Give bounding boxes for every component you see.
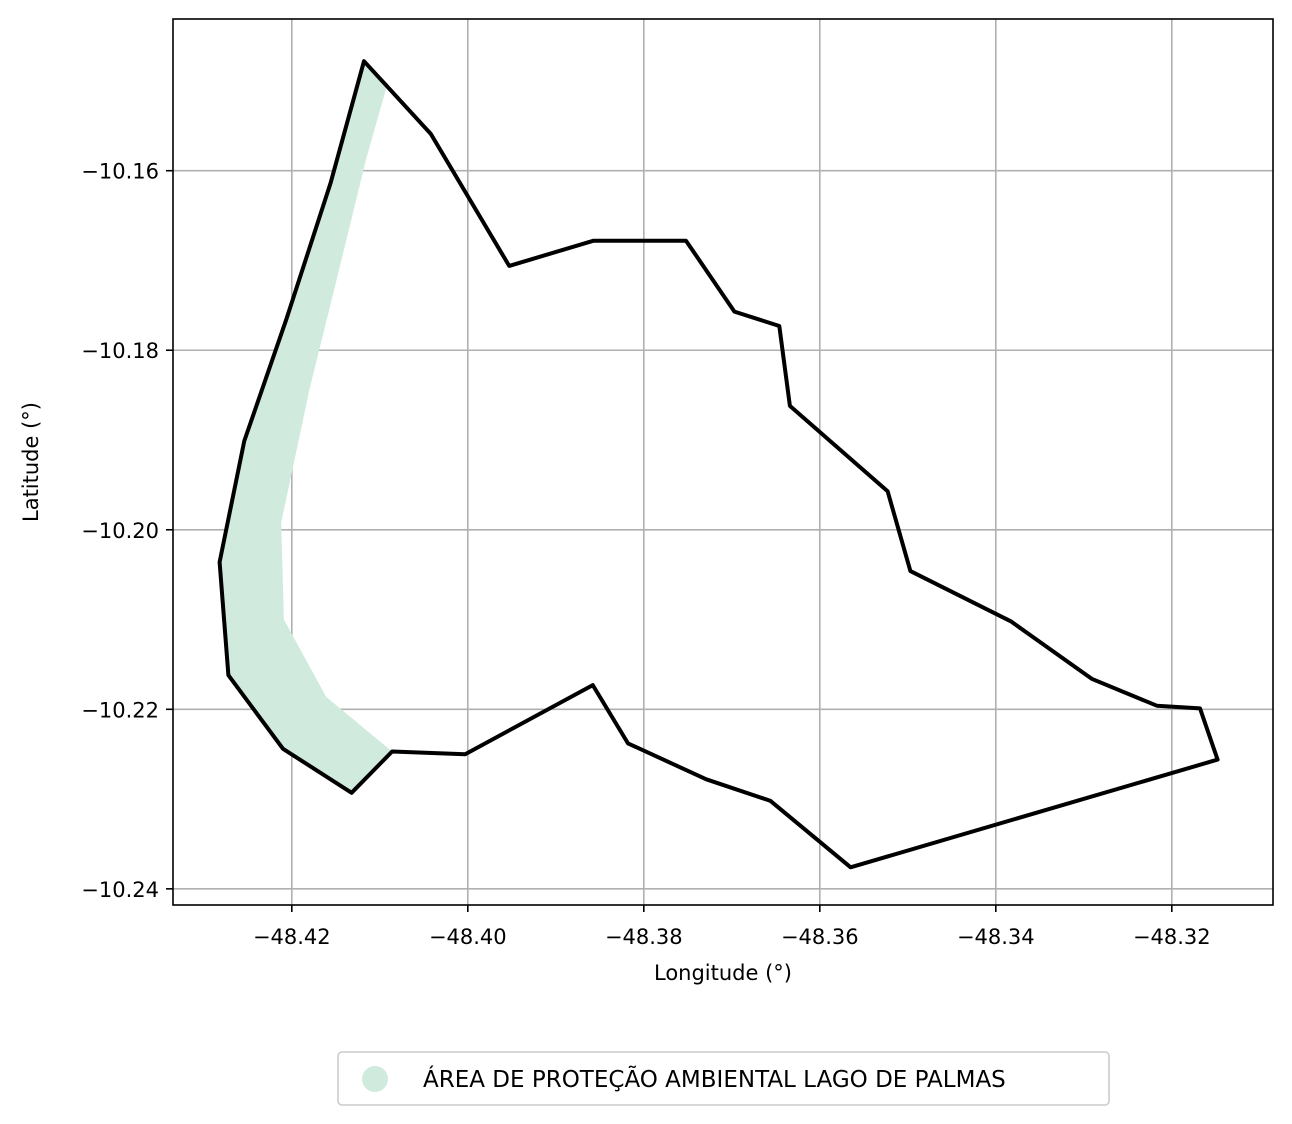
x-tick-label: −48.38	[605, 925, 683, 949]
legend: ÁREA DE PROTEÇÃO AMBIENTAL LAGO DE PALMA…	[337, 1051, 1110, 1106]
boundary-outline	[217, 59, 1220, 870]
x-tick-label: −48.36	[781, 925, 859, 949]
x-tick-label: −48.34	[957, 925, 1035, 949]
y-tick-label: −10.18	[81, 339, 159, 363]
x-axis-ticks: −48.42 −48.40 −48.38 −48.36 −48.34 −48.32	[253, 905, 1211, 949]
legend-swatch	[362, 1066, 388, 1092]
y-tick-label: −10.20	[81, 519, 159, 543]
y-tick-label: −10.24	[81, 878, 159, 902]
x-tick-label: −48.40	[429, 925, 507, 949]
y-tick-label: −10.16	[81, 160, 159, 184]
protected-area-polygon	[219, 61, 393, 793]
y-tick-label: −10.22	[81, 698, 159, 722]
legend-frame	[337, 1051, 1110, 1106]
plot-frame	[172, 18, 1274, 906]
x-axis-label: Longitude (°)	[654, 961, 792, 985]
legend-label: ÁREA DE PROTEÇÃO AMBIENTAL LAGO DE PALMA…	[423, 1065, 1006, 1093]
y-axis-label: Latitude (°)	[19, 402, 43, 522]
municipal-boundary-layer	[217, 59, 1220, 870]
protected-area-layer	[219, 61, 393, 793]
y-axis-ticks: −10.16 −10.18 −10.20 −10.22 −10.24	[81, 160, 173, 902]
x-tick-label: −48.32	[1133, 925, 1211, 949]
x-tick-label: −48.42	[253, 925, 331, 949]
